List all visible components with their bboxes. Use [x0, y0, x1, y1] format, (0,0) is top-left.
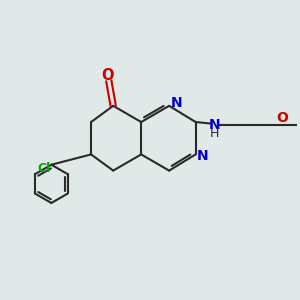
Text: O: O [101, 68, 114, 83]
Text: N: N [171, 97, 182, 110]
Text: H: H [209, 127, 219, 140]
Text: Cl: Cl [38, 163, 51, 176]
Text: N: N [197, 149, 209, 163]
Text: O: O [277, 111, 288, 124]
Text: N: N [208, 118, 220, 132]
